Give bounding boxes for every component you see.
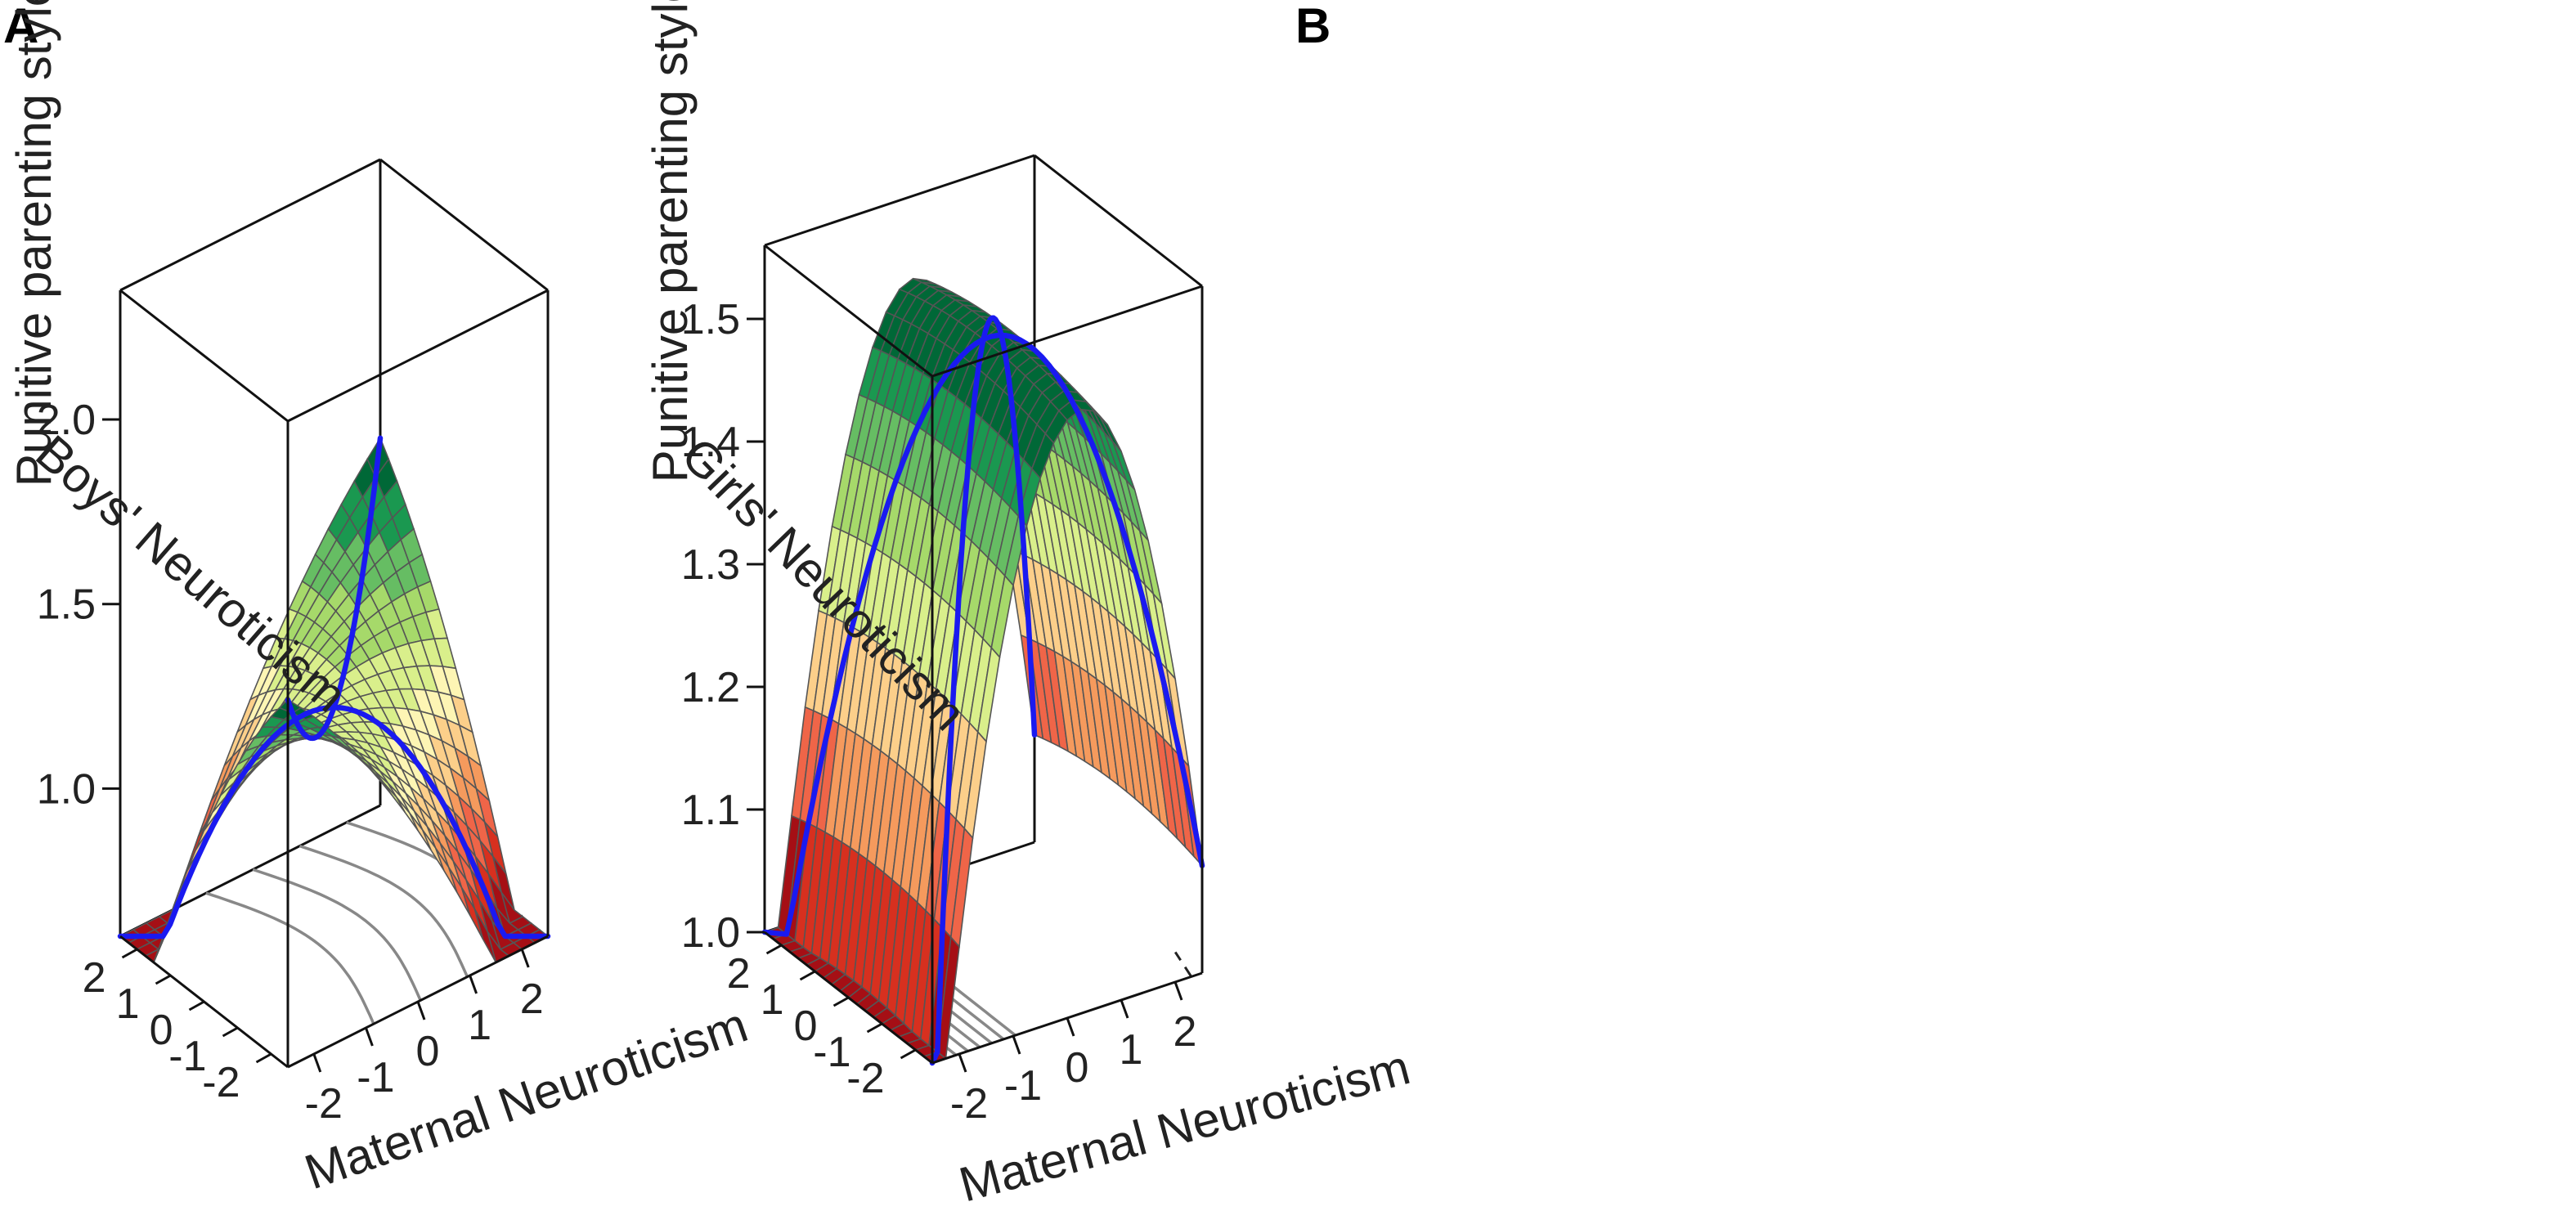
floor-contour: [205, 891, 375, 1025]
x-tick-label: 2: [727, 950, 751, 998]
box-front-edge: [931, 285, 1203, 378]
z-tick-label: 1.5: [37, 581, 96, 629]
x-tick-mark: [222, 1026, 239, 1038]
panel-letter-a: A: [3, 0, 38, 53]
z-tick-label: 1.0: [37, 765, 96, 813]
y-tick-mark: [1012, 1035, 1021, 1055]
y-tick-mark: [312, 1053, 322, 1073]
floor-dashed-line: [1174, 951, 1193, 978]
x-tick-mark: [866, 1022, 883, 1034]
y-tick-label: -2: [950, 1080, 988, 1128]
floor-contour: [252, 868, 422, 1002]
x-tick-label: -2: [846, 1055, 884, 1102]
y-tick-label: 2: [1174, 1008, 1197, 1056]
box-back-edge: [1034, 154, 1203, 288]
floor-contour: [298, 844, 469, 978]
y-tick-mark: [364, 1027, 374, 1047]
z-tick-label: 1.4: [681, 419, 740, 466]
z-axis-title: Punitive parenting style: [7, 0, 61, 487]
box-back-edge: [119, 158, 381, 292]
x-tick-label: 0: [150, 1007, 173, 1054]
y-tick-label: -1: [1004, 1062, 1042, 1110]
z-tick-label: 1.5: [681, 296, 740, 343]
z-tick-label: 1.3: [681, 541, 740, 589]
y-tick-label: 0: [416, 1028, 440, 1075]
y-tick-label: -1: [357, 1054, 394, 1101]
z-tick-label: 1.1: [681, 787, 740, 834]
x-tick-mark: [188, 1000, 205, 1011]
x-tick-mark: [765, 944, 783, 955]
x-tick-mark: [255, 1052, 272, 1064]
incongruence-line: [117, 704, 551, 940]
x-tick-mark: [900, 1048, 917, 1060]
box-front-edge: [287, 289, 549, 423]
surface-b: [763, 277, 1204, 1064]
panel-letter-b: B: [1295, 0, 1331, 53]
box-front-edge: [119, 289, 289, 423]
y-tick-mark: [1174, 981, 1183, 1001]
x-tick-label: 2: [83, 954, 106, 1002]
z-tick-label: 1.0: [681, 909, 740, 957]
y-tick-mark: [469, 975, 478, 994]
x-tick-label: 0: [794, 1002, 818, 1050]
box-front-edge: [764, 244, 933, 378]
y-tick-label: -2: [305, 1080, 343, 1128]
z-tick-label: 2.0: [37, 397, 96, 444]
x-tick-mark: [121, 948, 138, 959]
z-axis-title: Punitive parenting style: [643, 0, 698, 482]
y-tick-mark: [520, 949, 530, 968]
y-tick-mark: [1066, 1017, 1075, 1037]
x-tick-mark: [799, 970, 816, 981]
x-tick-label: -2: [202, 1059, 240, 1106]
box-back-edge: [379, 158, 549, 292]
y-tick-mark: [958, 1053, 967, 1073]
x-tick-mark: [832, 996, 850, 1007]
incongruence-line: [761, 332, 1205, 937]
y-tick-mark: [416, 1001, 426, 1020]
x-tick-mark: [155, 974, 172, 985]
y-tick-mark: [1120, 999, 1129, 1019]
y-tick-label: 1: [1120, 1026, 1143, 1074]
y-tick-label: 2: [520, 976, 544, 1023]
y-tick-label: 0: [1066, 1044, 1089, 1092]
box-back-edge: [764, 154, 1035, 247]
x-tick-label: -1: [813, 1029, 850, 1076]
x-tick-label: -1: [168, 1033, 206, 1080]
y-tick-label: 1: [468, 1002, 491, 1049]
x-tick-label: 1: [761, 976, 784, 1024]
x-tick-label: 1: [116, 980, 140, 1028]
z-tick-label: 1.2: [681, 664, 740, 711]
